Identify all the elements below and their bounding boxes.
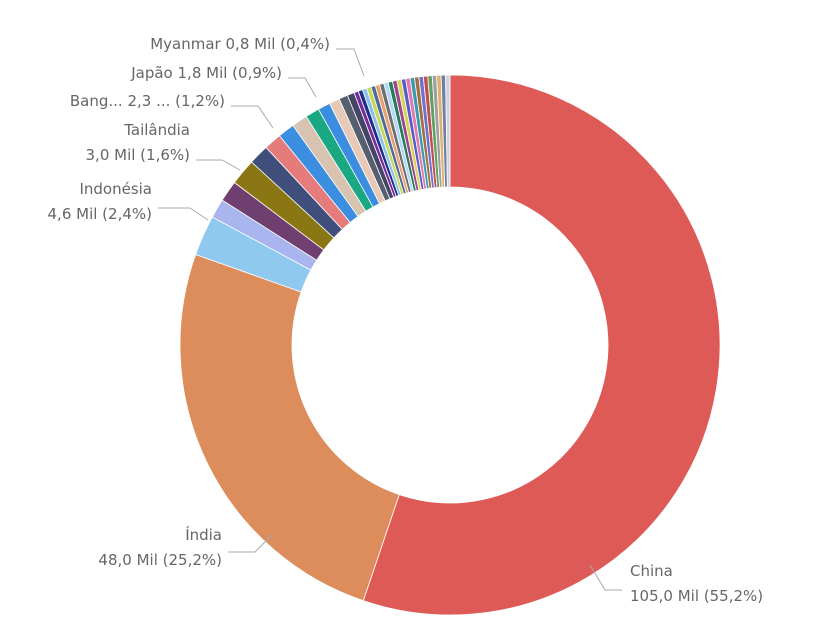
leader-line	[228, 534, 273, 553]
labels: China 105,0 Mil (55,2%) Índia 48,0 Mil (25,…	[48, 35, 764, 605]
data-label: Bang... 2,3 ... (1,2%)	[70, 92, 225, 110]
leader-line	[589, 564, 622, 591]
leader-line	[336, 48, 365, 77]
data-label: Indonésia 4,6 Mil (2,4%)	[48, 180, 152, 223]
data-label: China 105,0 Mil (55,2%)	[630, 562, 763, 605]
leader-line	[231, 105, 274, 129]
leader-line	[196, 159, 241, 171]
data-label: Tailândia 3,0 Mil (1,6%)	[86, 121, 190, 164]
value-label: 48,0 Mil (25,2%)	[98, 551, 222, 569]
data-label: Japão 1,8 Mil (0,9%)	[130, 64, 282, 82]
category-label: Myanmar	[150, 35, 221, 53]
leader-line	[288, 77, 317, 98]
value-label: 1,8 Mil (0,9%)	[178, 64, 282, 82]
leader-line	[158, 207, 209, 221]
value-label: 4,6 Mil (2,4%)	[48, 205, 152, 223]
category-label: China	[630, 562, 673, 580]
category-label: Indonésia	[79, 180, 152, 198]
slice	[179, 253, 400, 602]
category-label: Bang...	[70, 92, 123, 110]
data-label: Myanmar 0,8 Mil (0,4%)	[150, 35, 330, 53]
category-label: Tailândia	[123, 121, 190, 139]
category-label: Japão	[130, 64, 173, 82]
value-label: 0,8 Mil (0,4%)	[226, 35, 330, 53]
slice	[362, 74, 721, 616]
value-label: 105,0 Mil (55,2%)	[630, 587, 763, 605]
value-label: 2,3 ... (1,2%)	[127, 92, 225, 110]
category-label: Índia	[185, 525, 222, 544]
value-label: 3,0 Mil (1,6%)	[86, 146, 190, 164]
slice	[445, 74, 451, 188]
data-label: Índia 48,0 Mil (25,2%)	[98, 525, 222, 569]
slices	[179, 74, 721, 616]
